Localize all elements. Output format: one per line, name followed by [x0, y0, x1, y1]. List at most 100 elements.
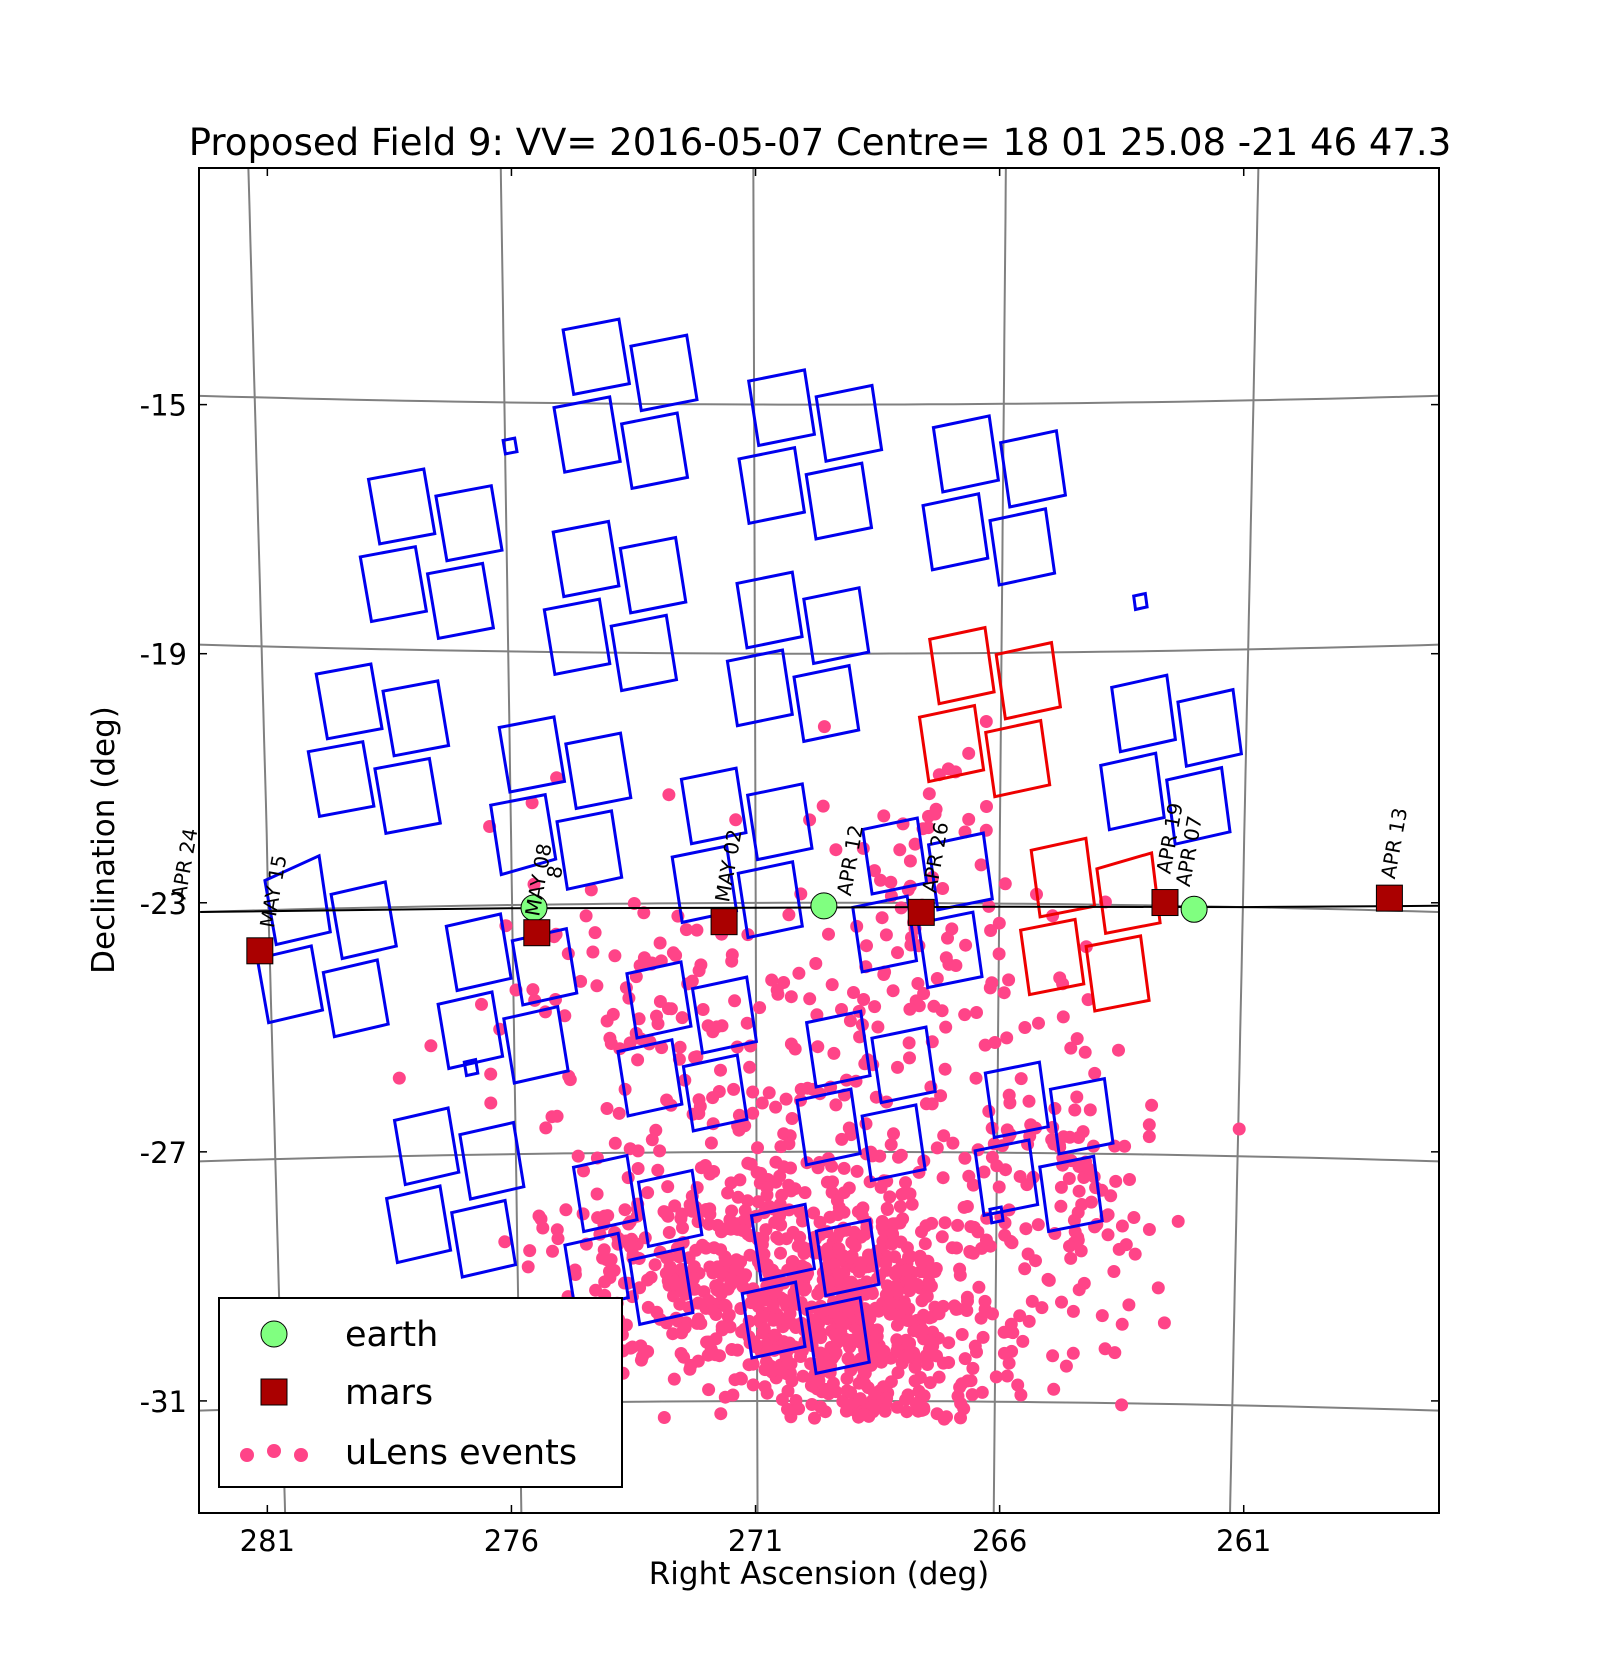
ulens-event [662, 788, 676, 802]
legend-events-label: uLens events [345, 1433, 577, 1473]
ulens-event [1108, 1346, 1122, 1360]
sensor-chip [618, 535, 688, 615]
ulens-event [954, 1396, 968, 1410]
sensor-chip [690, 975, 759, 1055]
ulens-event [703, 1202, 717, 1216]
ulens-event [929, 1262, 943, 1275]
ulens-event [701, 1348, 715, 1362]
ulens-event [1054, 1199, 1068, 1213]
ulens-event [936, 882, 950, 895]
sensor-chip [436, 990, 505, 1071]
x-tick-label: 276 [484, 1524, 539, 1558]
sensor-chip [795, 1087, 862, 1167]
ulens-event [953, 1268, 967, 1282]
ulens-event [768, 1328, 781, 1342]
ulens-event [858, 1366, 872, 1380]
sensor-chip [814, 383, 884, 463]
ulens-event [1070, 1032, 1084, 1046]
ecliptic-line [200, 904, 1439, 913]
sensor-chip [392, 1106, 461, 1187]
ulens-event [903, 1051, 916, 1065]
ulens-event [1088, 1066, 1102, 1080]
ulens-event [746, 1085, 760, 1099]
ulens-event [598, 1209, 611, 1223]
ulens-event [657, 1411, 671, 1424]
date-label: 8 [542, 864, 568, 881]
sensor-chip [735, 570, 804, 650]
sensor-chip [737, 445, 807, 526]
sensor-chip [670, 844, 739, 925]
ulens-event [1084, 1195, 1098, 1209]
ulens-event [902, 1036, 916, 1050]
ulens-event [765, 973, 779, 987]
ulens-event [1122, 1298, 1136, 1312]
ulens-event [958, 1008, 972, 1022]
ulens-event [883, 1190, 897, 1204]
ulens-event [988, 1036, 1002, 1049]
date-labels: MAY 15 MAY 08 MAY 02 APR 12 APR 26 APR 19APR … [166, 801, 1412, 930]
ulens-event [694, 1161, 708, 1175]
ulens-event [701, 1293, 715, 1307]
ulens-event [727, 1082, 741, 1096]
ulens-event [980, 800, 993, 813]
sensor-chip [988, 506, 1057, 587]
ulens-event [1107, 1265, 1121, 1278]
sensor-chip [564, 731, 633, 811]
ulens-event [1025, 1294, 1039, 1308]
ulens-event [545, 1110, 559, 1124]
ulens-event [794, 1082, 808, 1096]
ulens-event [822, 927, 835, 941]
ulens-event [910, 1277, 924, 1291]
ulens-event [1035, 1301, 1049, 1315]
ulens-event [893, 1200, 907, 1213]
ulens-event [1072, 1131, 1086, 1144]
ulens-event [959, 938, 973, 952]
ulens-event [574, 974, 588, 988]
sensor-small-box [1132, 591, 1149, 612]
ulens-event [998, 877, 1012, 891]
ulens-event [559, 1203, 573, 1217]
ulens-event [886, 984, 900, 998]
ulens-event [657, 1205, 671, 1219]
ulens-event [703, 1260, 717, 1274]
ulens-event [521, 1260, 535, 1274]
ulens-event [695, 1238, 709, 1252]
ulens-event [868, 1000, 882, 1014]
sensor-chip-highlight [1018, 917, 1086, 997]
ulens-event [1000, 1369, 1014, 1383]
x-tick-label: 261 [1216, 1524, 1271, 1558]
ulens-event [879, 928, 893, 942]
ulens-event [1075, 1198, 1089, 1211]
ulens-event [1022, 1314, 1036, 1328]
ulens-event [655, 1041, 669, 1055]
legend: earth mars uLens events [218, 1297, 623, 1488]
ulens-event [746, 1378, 760, 1392]
ulens-event [392, 1071, 406, 1085]
ulens-event [1112, 1043, 1125, 1057]
ulens-event [1000, 1031, 1014, 1045]
ulens-event [901, 1350, 915, 1364]
ulens-event [600, 1102, 614, 1115]
sensor-chip [740, 1280, 807, 1360]
ulens-event [998, 1216, 1012, 1230]
sensor-chip [551, 519, 621, 599]
ulens-event [1078, 1045, 1092, 1059]
ulens-event [939, 1020, 953, 1034]
ulens-event [534, 1212, 548, 1226]
ulens-event [902, 1250, 915, 1264]
ulens-event [1066, 1304, 1080, 1318]
ulens-event [721, 1186, 735, 1200]
sensor-chip [321, 958, 390, 1039]
ulens-event [785, 1112, 799, 1125]
ulens-event [758, 1380, 772, 1394]
ulens-event [817, 720, 831, 734]
ulens-event [1022, 1094, 1036, 1108]
legend-mars-label: mars [345, 1373, 433, 1413]
ulens-event [690, 923, 704, 937]
ulens-event [1142, 1223, 1156, 1236]
ulens-event [662, 1226, 676, 1239]
ulens-event [424, 1039, 438, 1053]
ulens-event [1115, 1219, 1129, 1233]
ulens-event [527, 877, 541, 891]
ulens-event [843, 1333, 856, 1347]
